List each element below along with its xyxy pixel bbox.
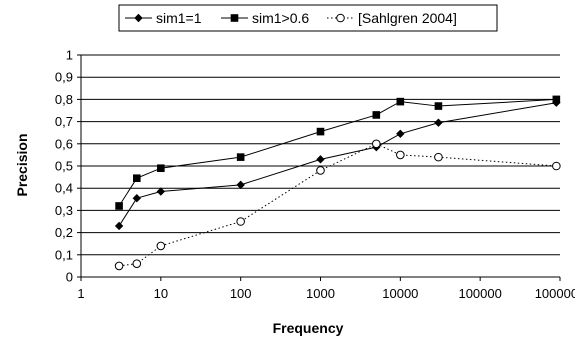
legend-label: sim1=1: [156, 10, 202, 26]
data-point: [236, 153, 245, 161]
x-tick-label: 100000: [458, 286, 501, 301]
data-point: [133, 174, 141, 183]
series-layer: [114, 95, 561, 271]
data-point: [396, 150, 405, 160]
x-tick-labels: 1 10 100 1000 10000 100000 1000000: [77, 286, 575, 301]
data-point: [396, 129, 405, 139]
y-axis-title: Precision: [14, 133, 30, 196]
x-tick-label: 1000000: [535, 286, 575, 301]
data-point: [396, 97, 405, 106]
data-point: [372, 139, 381, 149]
data-point: [132, 193, 142, 203]
legend-item: sim1=1: [125, 10, 202, 26]
y-tick-label: 0,6: [55, 136, 73, 151]
y-tick-label: 0: [66, 270, 73, 285]
legend: sim1=1 sim1>0.6 [Sahlgren 2004]: [118, 4, 498, 32]
data-point: [236, 180, 245, 190]
y-tick-label: 0,5: [55, 159, 73, 174]
y-tick-label: 0,2: [55, 225, 73, 240]
data-point: [316, 166, 325, 175]
data-point: [114, 221, 124, 231]
y-tick-label: 0,9: [55, 70, 73, 85]
data-point: [156, 241, 166, 251]
data-point: [434, 152, 443, 162]
data-point: [236, 217, 245, 226]
y-tick-label: 0,8: [55, 92, 73, 107]
data-point: [372, 111, 381, 119]
data-point: [114, 261, 124, 271]
data-point: [552, 161, 561, 171]
gridlines: [77, 54, 560, 278]
data-point: [316, 155, 325, 164]
legend-box: [118, 4, 498, 32]
axes: [80, 55, 561, 281]
legend-label: [Sahlgren 2004]: [358, 10, 457, 26]
y-tick-label: 0,3: [55, 203, 73, 218]
legend-marker: [336, 13, 345, 23]
y-tick-label: 0,4: [55, 181, 73, 196]
data-point: [434, 118, 443, 127]
x-tick-label: 10000: [382, 286, 418, 301]
legend-marker: [134, 13, 143, 23]
legend-item: [Sahlgren 2004]: [327, 10, 457, 26]
y-tick-label: 1: [66, 48, 73, 63]
x-tick-label: 10: [154, 286, 168, 301]
x-axis-title: Frequency: [273, 320, 344, 336]
legend-item: sim1>0.6: [221, 10, 309, 26]
y-tick-label: 0,7: [55, 114, 73, 129]
legend-label: sim1>0.6: [252, 10, 309, 26]
x-tick-label: 1: [77, 286, 84, 301]
series-1: [114, 98, 561, 231]
y-tick-label: 0,1: [55, 247, 73, 262]
legend-marker: [230, 14, 239, 22]
data-point: [552, 95, 561, 104]
data-point: [157, 164, 165, 173]
x-tick-label: 1000: [306, 286, 335, 301]
series-2: [115, 95, 561, 210]
data-point: [156, 187, 166, 196]
data-point: [316, 127, 325, 136]
data-point: [132, 259, 142, 268]
data-point: [115, 202, 123, 210]
series-3: [114, 139, 561, 271]
data-point: [434, 102, 443, 110]
y-tick-labels: 0 0,1 0,2 0,3 0,4 0,5 0,6 0,7 0,8 0,9 1: [55, 48, 73, 285]
x-tick-label: 100: [230, 286, 252, 301]
